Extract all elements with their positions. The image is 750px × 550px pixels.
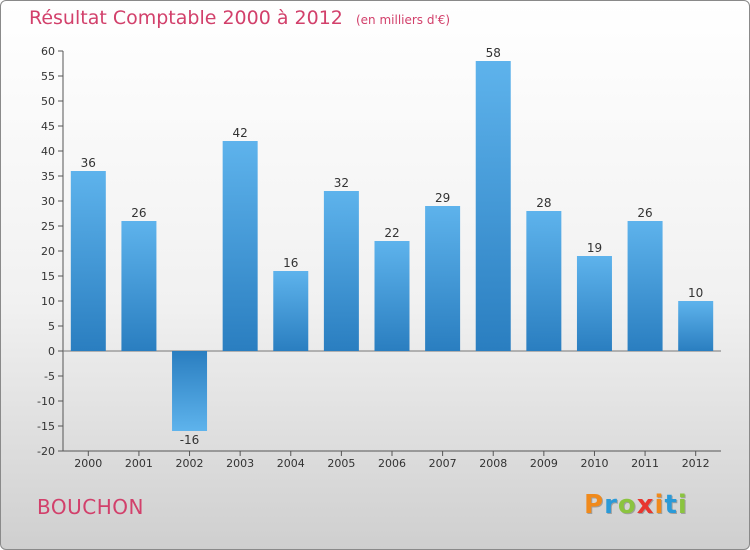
bar-2011 — [627, 221, 663, 351]
brand-letter: t — [664, 490, 678, 520]
y-tick-label: 10 — [41, 295, 55, 308]
y-tick-label: -5 — [44, 370, 55, 383]
y-tick-label: 50 — [41, 95, 55, 108]
y-tick-label: 30 — [41, 195, 55, 208]
x-tick-label: 2005 — [327, 457, 355, 470]
value-label-2008: 58 — [486, 46, 501, 60]
chart-title: Résultat Comptable 2000 à 2012 — [29, 7, 343, 29]
x-tick-label: 2004 — [277, 457, 305, 470]
y-tick-label: 20 — [41, 245, 55, 258]
title-row: Résultat Comptable 2000 à 2012 (en milli… — [29, 7, 450, 29]
bar-2004 — [273, 271, 309, 351]
x-tick-label: 2010 — [580, 457, 608, 470]
y-tick-label: 55 — [41, 70, 55, 83]
brand-logo: Proxiti — [584, 490, 688, 520]
x-axis: 2000 2001 2002 2003 2004 2005 2006 2007 2008 2009… — [63, 350, 721, 470]
x-tick-label: 2012 — [682, 457, 710, 470]
y-tick-label: 40 — [41, 145, 55, 158]
y-tick-label: -15 — [37, 420, 55, 433]
value-label-2004: 16 — [283, 256, 298, 270]
brand-letter: P — [584, 490, 605, 520]
value-label-2002: -16 — [180, 433, 200, 447]
x-tick-label: 2003 — [226, 457, 254, 470]
value-label-2009: 28 — [536, 196, 551, 210]
brand-letter: o — [617, 490, 637, 520]
y-tick-label: 15 — [41, 270, 55, 283]
value-label-2000: 36 — [81, 156, 96, 170]
x-tick-label: 2000 — [74, 457, 102, 470]
y-tick-label: 25 — [41, 220, 55, 233]
brand-letter: x — [636, 490, 655, 520]
bars — [70, 61, 714, 431]
bar-2007 — [425, 206, 461, 351]
x-tick-label: 2002 — [176, 457, 204, 470]
brand-letter: r — [604, 490, 618, 520]
value-labels: 36 26 -16 42 16 32 22 29 58 28 19 26 10 — [81, 46, 704, 447]
brand-letter: i — [654, 490, 665, 520]
bar-2010 — [576, 256, 612, 351]
bar-2003 — [222, 141, 258, 351]
y-tick-label: -10 — [37, 395, 55, 408]
value-label-2003: 42 — [233, 126, 248, 140]
bar-2001 — [121, 221, 157, 351]
y-tick-label: 35 — [41, 170, 55, 183]
x-tick-label: 2007 — [429, 457, 457, 470]
y-tick-label: -20 — [37, 445, 55, 458]
chart-subtitle: (en milliers d'€) — [355, 13, 451, 27]
bar-2006 — [374, 241, 410, 351]
value-label-2005: 32 — [334, 176, 349, 190]
y-tick-label: 45 — [41, 120, 55, 133]
bar-2002 — [172, 351, 208, 431]
y-tick-label: 60 — [41, 45, 55, 58]
value-label-2006: 22 — [384, 226, 399, 240]
bar-2000 — [70, 171, 106, 351]
x-tick-label: 2009 — [530, 457, 558, 470]
city-name: BOUCHON — [37, 495, 144, 519]
value-label-2001: 26 — [131, 206, 146, 220]
bar-2012 — [678, 301, 714, 351]
y-tick-label: 0 — [48, 345, 55, 358]
x-tick-label: 2006 — [378, 457, 406, 470]
bar-2008 — [475, 61, 511, 351]
value-label-2012: 10 — [688, 286, 703, 300]
bar-2009 — [526, 211, 562, 351]
x-tick-label: 2008 — [479, 457, 507, 470]
value-label-2011: 26 — [637, 206, 652, 220]
brand-letter: i — [677, 490, 688, 520]
value-label-2010: 19 — [587, 241, 602, 255]
x-tick-label: 2001 — [125, 457, 153, 470]
x-tick-label: 2011 — [631, 457, 659, 470]
bar-2005 — [323, 191, 359, 351]
value-label-2007: 29 — [435, 191, 450, 205]
y-tick-label: 5 — [48, 320, 55, 333]
